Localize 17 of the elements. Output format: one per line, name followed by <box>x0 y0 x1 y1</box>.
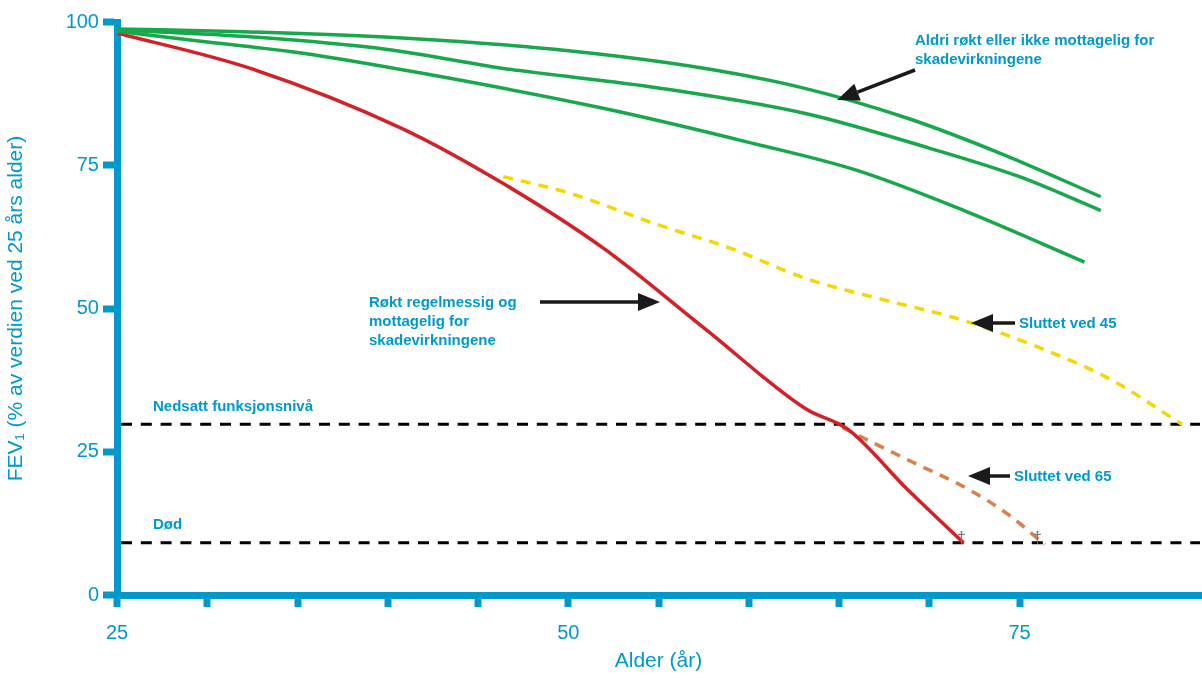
ref-line-label: Død <box>153 515 183 533</box>
annotation: Røkt regelmessig og mottagelig for skadevirkningene <box>369 292 518 349</box>
x-tick-label: 50 <box>557 620 580 643</box>
annotation: Sluttet ved 45 <box>1019 313 1118 332</box>
x-tick-label: 75 <box>1008 620 1031 643</box>
x-axis-title: Alder (år) <box>614 648 703 672</box>
y-tick-label: 100 <box>65 9 99 32</box>
x-tick-label: 25 <box>105 620 129 643</box>
y-axis-title: FEV₁ (% av verdien ved 25 års alder) <box>3 135 27 482</box>
y-tick-label: 0 <box>87 582 99 605</box>
y-tick-label: 50 <box>76 296 99 319</box>
y-tick-label: 75 <box>76 152 99 175</box>
annotation: Sluttet ved 65 <box>1014 466 1113 485</box>
y-tick-label: 25 <box>76 439 99 462</box>
ref-line-label: Nedsatt funksjonsnivå <box>153 396 314 414</box>
line-series <box>501 174 1184 426</box>
annotation: Aldri røkt eller ikke mottagelig for skadevirkningene <box>915 30 1156 68</box>
